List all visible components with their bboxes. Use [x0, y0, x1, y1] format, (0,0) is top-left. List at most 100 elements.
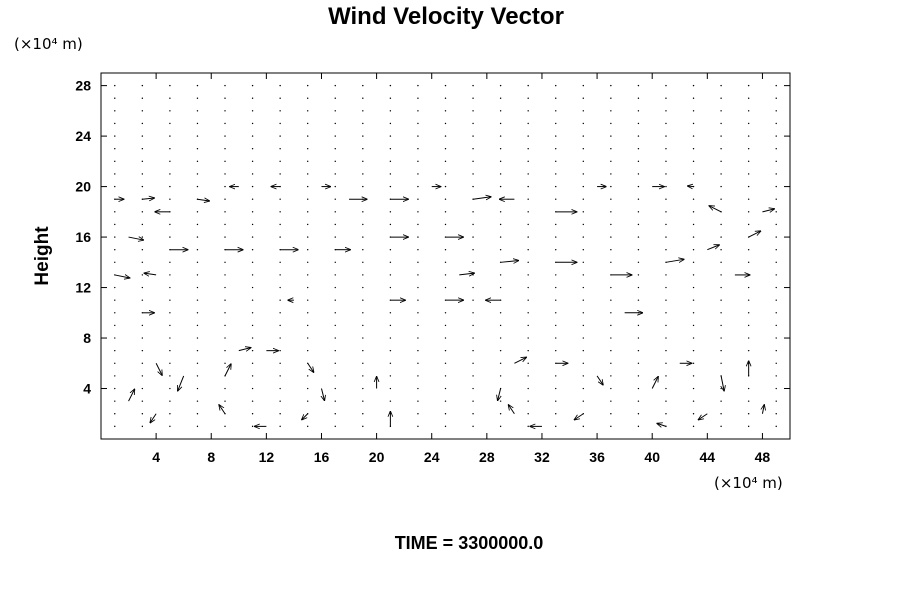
calm-dot	[665, 198, 667, 200]
calm-dot	[637, 223, 640, 226]
calm-dot	[637, 274, 640, 276]
calm-dot	[665, 223, 667, 226]
calm-dot	[307, 274, 309, 276]
calm-dot	[582, 312, 584, 314]
calm-dot	[555, 135, 557, 137]
calm-dot	[362, 261, 364, 264]
calm-dot	[307, 198, 309, 200]
calm-dot	[114, 148, 116, 150]
calm-dot	[362, 349, 364, 352]
wind-vector-arrow	[748, 231, 761, 238]
calm-dot	[637, 211, 640, 213]
calm-dot	[692, 198, 695, 200]
calm-dot	[417, 211, 419, 213]
calm-dot	[747, 135, 750, 137]
calm-dot	[417, 198, 419, 200]
calm-dot	[417, 286, 419, 289]
calm-dot	[251, 198, 254, 200]
calm-dot	[444, 337, 447, 339]
calm-dot	[362, 211, 364, 213]
calm-dot	[610, 84, 612, 87]
calm-dot	[637, 425, 640, 428]
x-tick-label: 8	[207, 449, 215, 465]
calm-dot	[362, 362, 364, 364]
calm-dot	[527, 185, 529, 188]
calm-dot	[692, 312, 695, 314]
calm-dot	[499, 324, 502, 327]
calm-dot	[692, 261, 695, 264]
calm-dot	[307, 236, 309, 238]
calm-dot	[444, 286, 447, 289]
wind-vector-arrow	[665, 259, 684, 262]
calm-dot	[169, 286, 171, 289]
calm-dot	[224, 110, 226, 112]
calm-dot	[637, 261, 640, 264]
calm-dot	[114, 173, 116, 175]
calm-dot	[499, 312, 502, 314]
calm-dot	[527, 173, 529, 175]
calm-dot	[196, 110, 199, 112]
calm-dot	[637, 148, 640, 150]
calm-dot	[665, 236, 667, 238]
calm-dot	[527, 337, 529, 339]
calm-dot	[775, 198, 777, 200]
calm-dot	[472, 248, 474, 251]
calm-dot	[417, 84, 419, 87]
calm-dot	[169, 173, 171, 175]
calm-dot	[307, 425, 309, 428]
calm-dot	[665, 248, 667, 251]
calm-dot	[389, 211, 392, 213]
calm-dot	[610, 337, 612, 339]
calm-dot	[114, 375, 116, 377]
calm-dot	[114, 160, 116, 163]
calm-dot	[472, 312, 474, 314]
calm-dot	[169, 413, 171, 415]
wind-vector-arrow	[709, 206, 722, 213]
wind-vector-arrow	[762, 405, 764, 414]
calm-dot	[747, 173, 750, 175]
calm-dot	[527, 148, 529, 150]
calm-dot	[610, 97, 612, 99]
calm-dot	[610, 413, 612, 415]
calm-dot	[665, 211, 667, 213]
calm-dot	[224, 211, 226, 213]
calm-dot	[141, 324, 144, 327]
calm-dot	[196, 274, 199, 276]
calm-dot	[141, 110, 144, 112]
calm-dot	[637, 185, 640, 188]
calm-dot	[279, 375, 281, 377]
calm-dot	[196, 223, 199, 226]
calm-dot	[610, 286, 612, 289]
calm-dot	[665, 185, 667, 188]
calm-dot	[610, 312, 612, 314]
calm-dot	[720, 248, 722, 251]
calm-dot	[692, 425, 695, 428]
calm-dot	[637, 236, 640, 238]
calm-dot	[775, 375, 777, 377]
calm-dot	[472, 236, 474, 238]
calm-dot	[279, 160, 281, 163]
calm-dot	[582, 135, 584, 137]
calm-dot	[389, 324, 392, 327]
calm-dot	[444, 173, 447, 175]
calm-dot	[224, 337, 226, 339]
calm-dot	[251, 110, 254, 112]
calm-dot	[141, 97, 144, 99]
calm-dot	[637, 375, 640, 377]
wind-vector-arrow	[144, 273, 157, 275]
calm-dot	[747, 324, 750, 327]
calm-dot	[279, 413, 281, 415]
calm-dot	[472, 185, 474, 188]
calm-dot	[582, 286, 584, 289]
calm-dot	[720, 110, 722, 112]
calm-dot	[307, 135, 309, 137]
calm-dot	[389, 286, 392, 289]
calm-dot	[169, 362, 171, 364]
calm-dot	[224, 261, 226, 264]
calm-dot	[141, 413, 144, 415]
calm-dot	[169, 185, 171, 188]
calm-dot	[279, 286, 281, 289]
calm-dot	[114, 400, 116, 402]
calm-dot	[224, 324, 226, 327]
x-tick-label: 12	[259, 449, 275, 465]
